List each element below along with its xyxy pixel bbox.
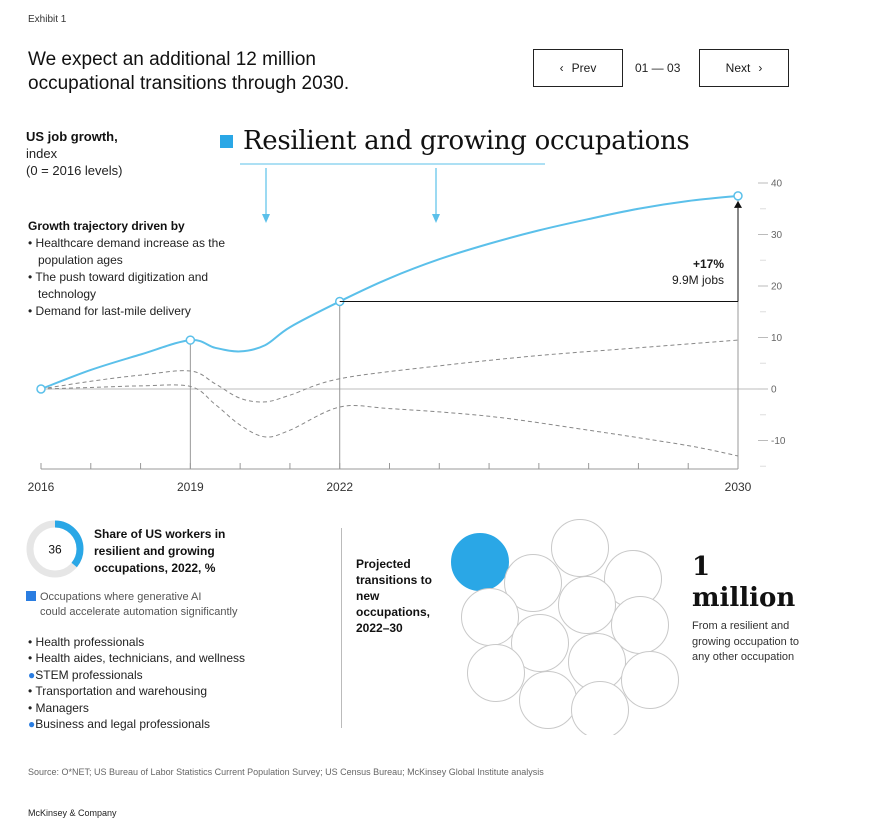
- exhibit-label: Exhibit 1: [28, 14, 67, 25]
- y-axis-label-line2: index: [26, 146, 58, 161]
- occupation-item: Health aides, technicians, and wellness: [28, 650, 328, 666]
- chart-legend: Resilient and growing occupations: [220, 126, 690, 156]
- million-caption: From a resilient and growing occupation …: [692, 620, 800, 663]
- x-tick-label: 2030: [725, 480, 752, 494]
- driver-item: The push toward digitization and technol…: [28, 269, 248, 303]
- source-note: Source: O*NET; US Bureau of Labor Statis…: [28, 767, 544, 777]
- y-tick-label: 40: [771, 179, 783, 190]
- bubble-highlighted: [451, 533, 509, 591]
- occupation-item: Health professionals: [28, 634, 328, 650]
- occupation-item-highlighted: STEM professionals: [28, 667, 328, 683]
- million-number: 1: [692, 552, 711, 582]
- million-figure: 1 million: [692, 552, 812, 614]
- occupation-item: Managers: [28, 700, 328, 716]
- legend-swatch: [220, 134, 233, 148]
- bubble: [467, 644, 525, 702]
- x-tick-label: 2016: [28, 480, 55, 494]
- series-point: [733, 191, 743, 201]
- prev-button[interactable]: ‹ Prev: [533, 49, 623, 87]
- y-tick-label: 30: [771, 230, 783, 241]
- driver-item: Healthcare demand increase as the popula…: [28, 235, 248, 269]
- transition-bubbles: [451, 519, 679, 735]
- y-tick-label: 10: [771, 333, 783, 344]
- bubble: [558, 576, 616, 634]
- share-donut: 36: [26, 520, 84, 578]
- occupation-list: Health professionals Health aides, techn…: [28, 634, 328, 732]
- brand-footer: McKinsey & Company: [28, 808, 117, 818]
- bubble: [621, 651, 679, 709]
- callout-jobs: 9.9M jobs: [671, 273, 724, 287]
- x-tick-label: 2019: [177, 480, 204, 494]
- series-point: [36, 384, 46, 394]
- growth-callout: +17% 9.9M jobs: [620, 256, 724, 288]
- chevron-left-icon: ‹: [559, 61, 564, 75]
- million-unit: million: [692, 583, 796, 613]
- bubble: [519, 671, 577, 729]
- next-label: Next: [725, 61, 751, 75]
- legend-pointer-arrowhead: [432, 214, 440, 223]
- y-tick-label: 20: [771, 282, 783, 293]
- prev-label: Prev: [571, 61, 597, 75]
- bubble: [511, 614, 569, 672]
- y-axis-label-line1: US job growth,: [26, 129, 118, 144]
- occupation-item: Transportation and warehousing: [28, 683, 328, 699]
- y-tick-label: 0: [771, 385, 777, 396]
- callout-pct: +17%: [692, 257, 724, 271]
- legend-pointer-arrowhead: [262, 214, 270, 223]
- y-tick-label: -10: [771, 436, 786, 447]
- chevron-right-icon: ›: [758, 61, 763, 75]
- series-line-resilient: [40, 194, 739, 390]
- drivers-heading: Growth trajectory driven by: [28, 219, 185, 233]
- growth-drivers: Growth trajectory driven by Healthcare d…: [28, 218, 248, 320]
- genai-swatch: [26, 591, 36, 601]
- title-line-1: We expect an additional 12 million: [28, 49, 316, 70]
- genai-legend-line1: Occupations where generative AI: [40, 591, 202, 603]
- legend-label: Resilient and growing occupations: [243, 126, 690, 156]
- series-line-other: [40, 339, 739, 403]
- series-line-other: [40, 384, 739, 457]
- section-divider: [341, 528, 342, 728]
- projected-label: Projected transitions to new occupations…: [356, 557, 433, 635]
- bubble: [571, 681, 629, 735]
- series-point: [185, 335, 196, 345]
- y-axis-label: US job growth, index (0 = 2016 levels): [26, 128, 206, 179]
- bubble: [551, 519, 609, 577]
- genai-legend: Occupations where generative AI could ac…: [26, 590, 296, 620]
- bubble: [461, 588, 519, 646]
- x-tick-label: 2022: [326, 480, 353, 494]
- growth-arrowhead: [734, 200, 742, 208]
- donut-arc: [26, 520, 84, 578]
- y-axis-label-line3: (0 = 2016 levels): [26, 163, 123, 178]
- title-line-2: occupational transitions through 2030.: [28, 73, 350, 94]
- next-button[interactable]: Next ›: [699, 49, 789, 87]
- occupation-item-highlighted: Business and legal professionals: [28, 716, 328, 732]
- bubble: [504, 554, 562, 612]
- driver-item: Demand for last-mile delivery: [28, 303, 248, 320]
- job-growth-chart: 2016 2019 2022 2030 40 30 20 10 0 -10: [28, 163, 786, 494]
- page-indicator: 01 — 03: [635, 61, 681, 75]
- page-title: We expect an additional 12 million occup…: [28, 48, 448, 96]
- share-title: Share of US workers in resilient and gro…: [94, 527, 226, 575]
- genai-legend-line2: could accelerate automation significantl…: [40, 606, 238, 618]
- share-value: 36: [48, 543, 62, 557]
